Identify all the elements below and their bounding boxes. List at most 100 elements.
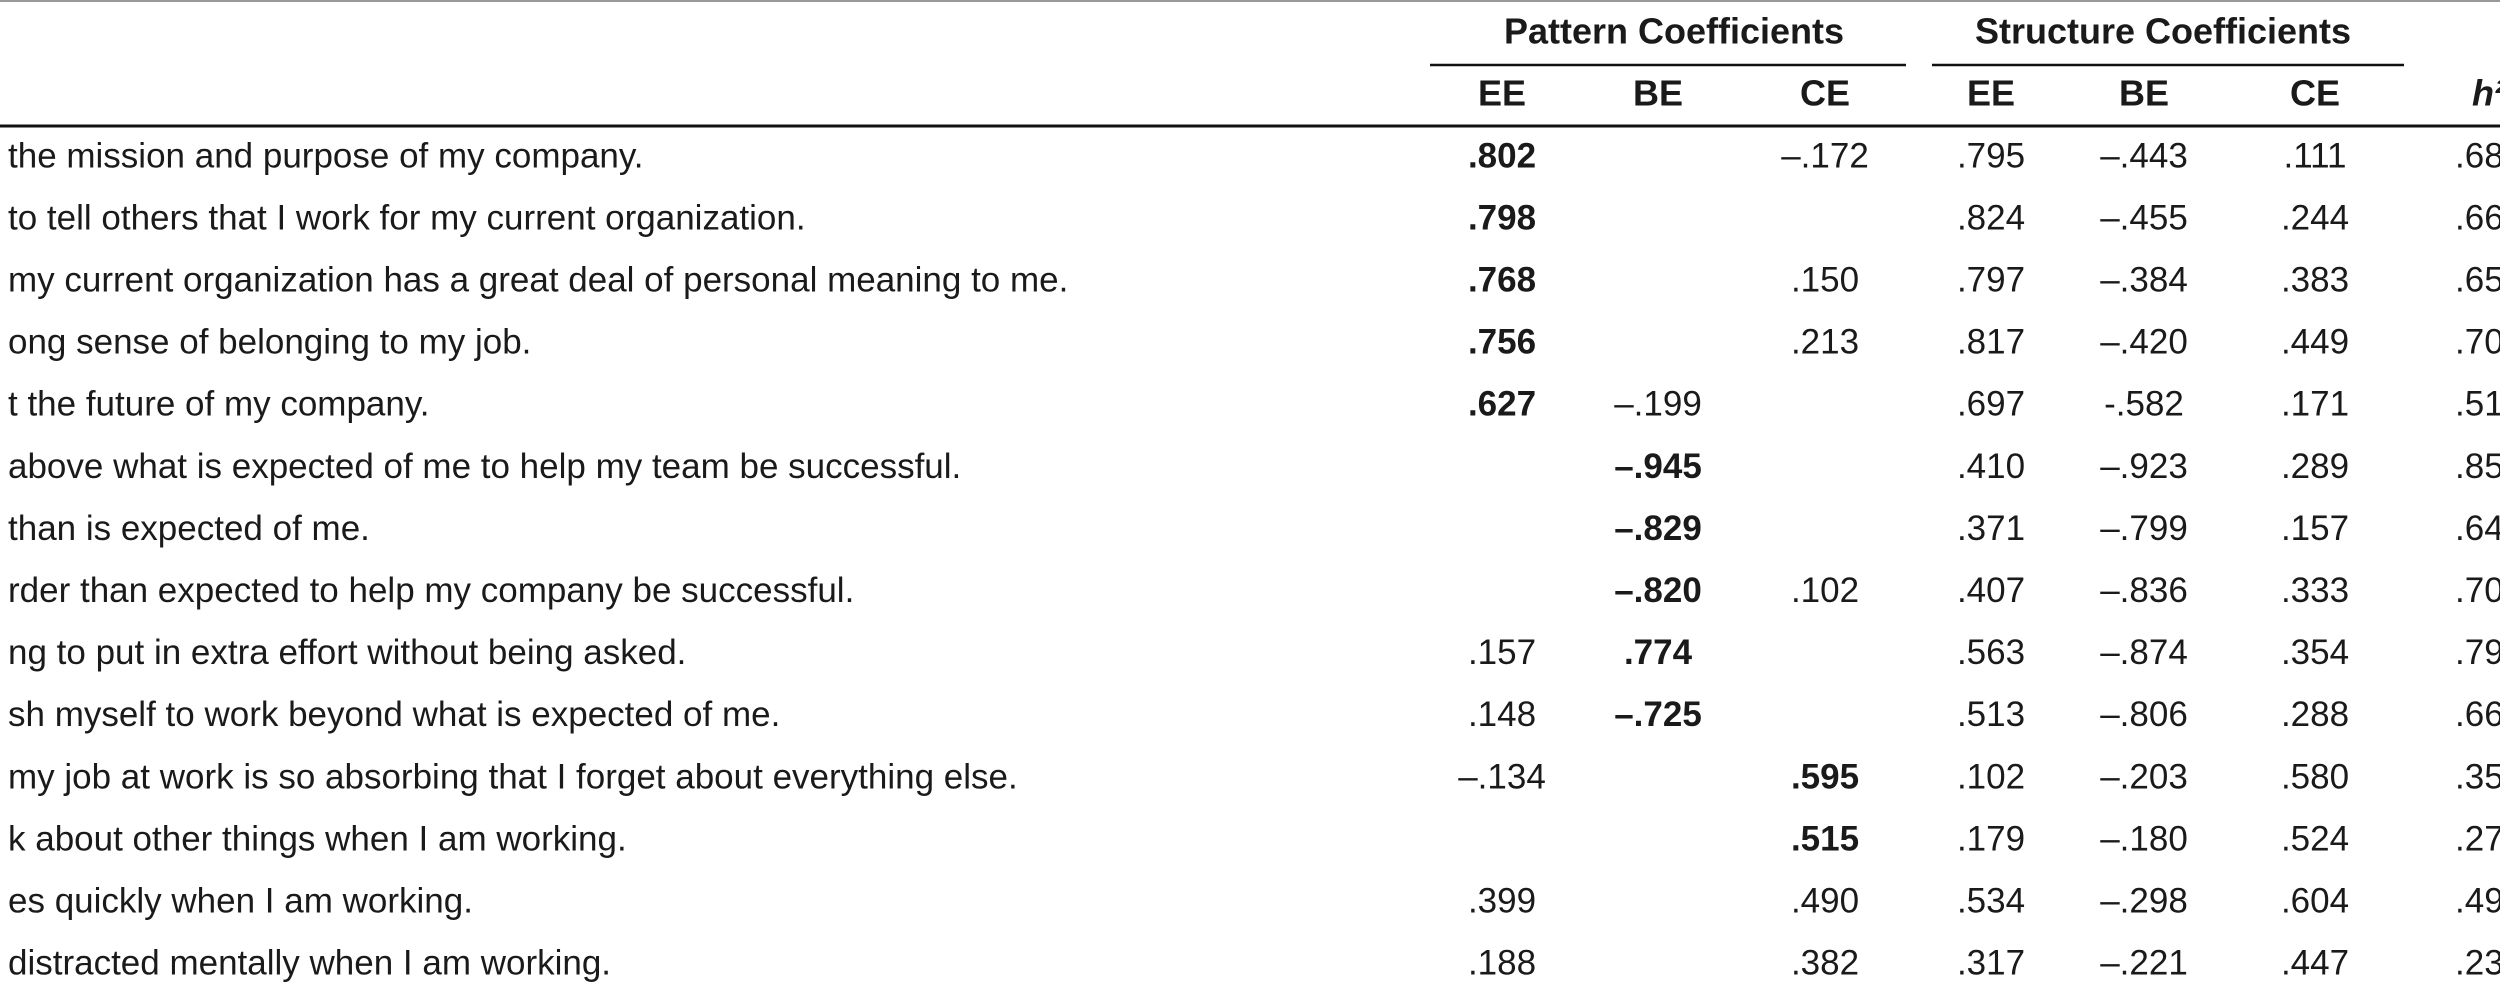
cell: .798 xyxy=(1468,198,1536,237)
row-label: the mission and purpose of my company. xyxy=(8,136,644,175)
column-header: CE xyxy=(1800,73,1850,114)
cell: .65 xyxy=(2455,260,2500,299)
cell: .111 xyxy=(2284,136,2347,175)
group-header: Pattern Coefficients xyxy=(1504,11,1844,52)
cell: –.725 xyxy=(1614,695,1702,734)
cell: .70 xyxy=(2455,571,2500,610)
cell: .515 xyxy=(1791,819,1859,858)
cell: .70 xyxy=(2455,323,2500,362)
row-label: distracted mentally when I am working. xyxy=(8,944,611,983)
cell: .317 xyxy=(1957,944,2025,983)
cell: .447 xyxy=(2281,944,2349,983)
cell: .288 xyxy=(2281,695,2349,734)
cell: –.836 xyxy=(2100,571,2188,610)
cell: .27 xyxy=(2455,819,2500,858)
row-label: sh myself to work beyond what is expecte… xyxy=(8,695,780,734)
cell: –.799 xyxy=(2100,509,2188,548)
group-header: Structure Coefficients xyxy=(1975,11,2351,52)
cell: .513 xyxy=(1957,695,2025,734)
cell: .595 xyxy=(1791,757,1859,796)
cell: .157 xyxy=(1468,633,1536,672)
cell: .774 xyxy=(1624,633,1693,672)
cell: .157 xyxy=(2281,509,2349,548)
cell: –.443 xyxy=(2100,136,2188,175)
cell: .150 xyxy=(1791,260,1859,299)
cell: –.874 xyxy=(2100,633,2188,672)
column-header: EE xyxy=(1478,73,1526,114)
cell: .797 xyxy=(1957,260,2025,299)
row-label: my current organization has a great deal… xyxy=(8,260,1068,299)
cell: –.172 xyxy=(1781,136,1869,175)
cell: .524 xyxy=(2281,819,2349,858)
cell: .102 xyxy=(1791,571,1859,610)
cell: .563 xyxy=(1957,633,2025,672)
cell: .66 xyxy=(2455,695,2500,734)
cell: .383 xyxy=(2281,260,2349,299)
cell: .244 xyxy=(2281,198,2349,237)
cell: .188 xyxy=(1468,944,1536,983)
cell: .795 xyxy=(1957,136,2025,175)
cell: –.829 xyxy=(1614,509,1702,548)
cell: .824 xyxy=(1957,198,2025,237)
column-header: BE xyxy=(2119,73,2169,114)
cell: .35 xyxy=(2455,757,2500,796)
cell: .79 xyxy=(2455,633,2500,672)
row-label: to tell others that I work for my curren… xyxy=(8,198,806,237)
cell: –.420 xyxy=(2100,323,2188,362)
cell: .410 xyxy=(1957,447,2025,486)
cell: .213 xyxy=(1791,323,1859,362)
cell: .449 xyxy=(2281,323,2349,362)
row-label: ong sense of belonging to my job. xyxy=(8,323,531,362)
cell: .148 xyxy=(1468,695,1536,734)
cell: –.199 xyxy=(1614,385,1702,424)
cell: .490 xyxy=(1791,881,1859,920)
cell: .697 xyxy=(1957,385,2025,424)
cell: .102 xyxy=(1957,757,2025,796)
cell: .49 xyxy=(2455,881,2500,920)
cell: .66 xyxy=(2455,198,2500,237)
column-header: CE xyxy=(2290,73,2340,114)
cell: .604 xyxy=(2281,881,2349,920)
cell: .51 xyxy=(2455,385,2500,424)
column-header: h² xyxy=(2472,73,2500,114)
cell: .179 xyxy=(1957,819,2025,858)
cell: .399 xyxy=(1468,881,1536,920)
column-header: EE xyxy=(1967,73,2015,114)
cell: -.582 xyxy=(2104,385,2184,424)
cell: .85 xyxy=(2455,447,2500,486)
cell: .23 xyxy=(2455,944,2500,983)
cell: –.806 xyxy=(2100,695,2188,734)
row-label: es quickly when I am working. xyxy=(8,881,473,920)
cell: .354 xyxy=(2281,633,2349,672)
cell: .534 xyxy=(1957,881,2025,920)
cell: –.203 xyxy=(2100,757,2188,796)
row-label: above what is expected of me to help my … xyxy=(8,447,961,486)
cell: –.455 xyxy=(2100,198,2188,237)
cell: .333 xyxy=(2281,571,2349,610)
cell: .802 xyxy=(1468,136,1536,175)
cell: –.945 xyxy=(1614,447,1702,486)
row-label: my job at work is so absorbing that I fo… xyxy=(8,757,1018,796)
cell: –.384 xyxy=(2100,260,2188,299)
cell: –.134 xyxy=(1458,757,1546,796)
cell: –.221 xyxy=(2100,944,2188,983)
row-label: rder than expected to help my company be… xyxy=(8,571,854,610)
cell: .768 xyxy=(1468,260,1536,299)
cell: .171 xyxy=(2281,385,2349,424)
cell: .580 xyxy=(2281,757,2349,796)
cell: .817 xyxy=(1957,323,2025,362)
row-label: k about other things when I am working. xyxy=(8,819,627,858)
column-header: BE xyxy=(1633,73,1683,114)
cell: .627 xyxy=(1468,385,1536,424)
cell: .371 xyxy=(1957,509,2025,548)
row-label: ng to put in extra effort without being … xyxy=(8,633,686,672)
cell: –.923 xyxy=(2100,447,2188,486)
row-label: than is expected of me. xyxy=(8,509,370,548)
row-label: t the future of my company. xyxy=(8,385,430,424)
cell: .68 xyxy=(2455,136,2500,175)
cell: .407 xyxy=(1957,571,2025,610)
cell: .756 xyxy=(1468,323,1536,362)
cell: –.820 xyxy=(1614,571,1702,610)
